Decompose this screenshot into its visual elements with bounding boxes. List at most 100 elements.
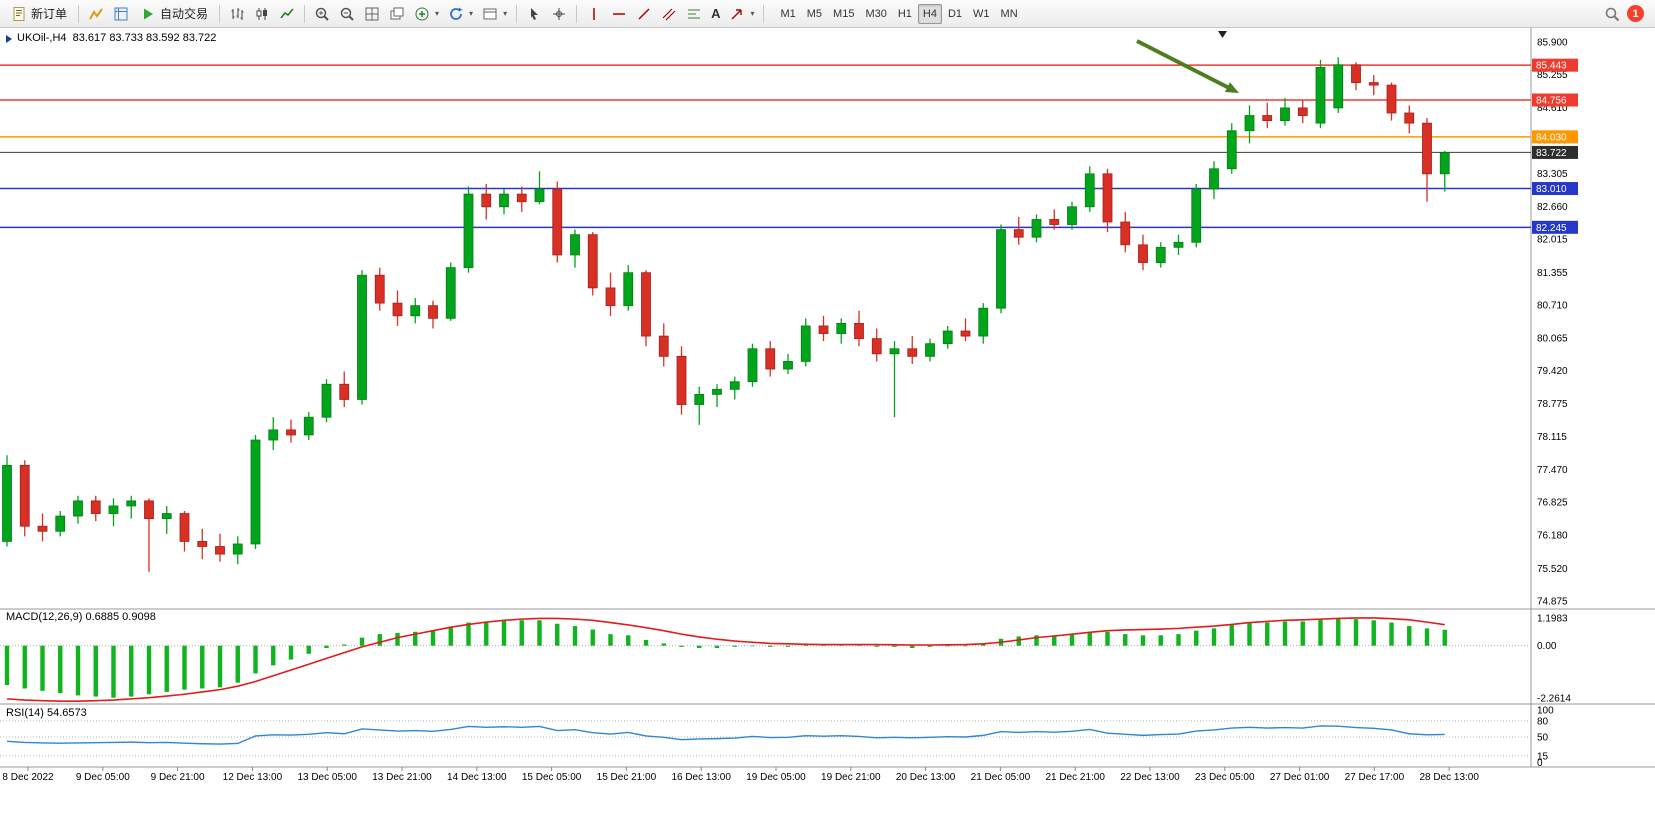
timeframe-m1[interactable]: M1 xyxy=(775,4,800,24)
zoom-out-icon xyxy=(339,6,355,22)
zoom-out-button[interactable] xyxy=(335,3,359,25)
line-chart-button[interactable] xyxy=(275,3,299,25)
svg-text:15: 15 xyxy=(1537,751,1549,762)
svg-text:23 Dec 05:00: 23 Dec 05:00 xyxy=(1195,772,1255,783)
timeframe-h1[interactable]: H1 xyxy=(893,4,917,24)
svg-text:100: 100 xyxy=(1537,706,1554,717)
toolbar-divider xyxy=(78,4,80,23)
svg-text:74.875: 74.875 xyxy=(1537,597,1568,608)
svg-text:19 Dec 21:00: 19 Dec 21:00 xyxy=(821,772,881,783)
toolbar-divider xyxy=(219,4,221,23)
fibo-tool-button[interactable] xyxy=(682,3,706,25)
svg-text:28 Dec 13:00: 28 Dec 13:00 xyxy=(1419,772,1479,783)
arrow-tool-button[interactable]: ▾ xyxy=(725,3,758,25)
notification-badge[interactable]: 1 xyxy=(1627,5,1644,22)
chevron-down-icon: ▾ xyxy=(503,9,508,18)
object-anchor-marker xyxy=(1218,31,1227,38)
cascade-windows-icon xyxy=(389,6,405,22)
vline-icon xyxy=(586,6,602,22)
macd-header: MACD(12,26,9) 0.6885 0.9098 xyxy=(6,611,156,623)
timeframe-h4[interactable]: H4 xyxy=(917,3,942,24)
chevron-down-icon: ▾ xyxy=(435,9,440,18)
chart-collapse-icon[interactable] xyxy=(6,35,12,43)
chevron-down-icon: ▾ xyxy=(750,9,755,18)
navigator-button[interactable] xyxy=(109,3,133,25)
svg-text:80: 80 xyxy=(1537,716,1549,727)
chart-area[interactable]: 85.90085.25584.61083.96583.30582.66082.0… xyxy=(0,28,1655,829)
zoom-in-icon xyxy=(314,6,330,22)
arrow-tool-icon xyxy=(729,6,745,22)
refresh-cycle-button[interactable]: ▾ xyxy=(444,3,477,25)
indicators-icon xyxy=(414,6,430,22)
svg-text:15 Dec 05:00: 15 Dec 05:00 xyxy=(522,772,582,783)
new-order-label: 新订单 xyxy=(31,7,68,21)
bar-chart-button[interactable] xyxy=(225,3,249,25)
timeframe-w1[interactable]: W1 xyxy=(968,4,995,24)
templates-icon xyxy=(482,6,498,22)
timeframe-m30[interactable]: M30 xyxy=(860,4,891,24)
text-tool-button[interactable]: A xyxy=(707,3,724,25)
trendline-tool-button[interactable] xyxy=(632,3,656,25)
channel-tool-button[interactable] xyxy=(657,3,681,25)
chevron-down-icon: ▾ xyxy=(469,9,474,18)
svg-text:15 Dec 21:00: 15 Dec 21:00 xyxy=(597,772,657,783)
svg-text:83.722: 83.722 xyxy=(1536,148,1567,159)
vline-tool-button[interactable] xyxy=(582,3,606,25)
chart-canvas[interactable]: 85.90085.25584.61083.96583.30582.66082.0… xyxy=(0,28,1655,829)
new-order-button[interactable]: 新订单 xyxy=(5,3,73,25)
svg-text:85.900: 85.900 xyxy=(1537,38,1568,49)
svg-text:84.030: 84.030 xyxy=(1536,132,1567,143)
cursor-icon xyxy=(526,6,542,22)
panel-separators xyxy=(0,28,1655,768)
svg-text:14 Dec 13:00: 14 Dec 13:00 xyxy=(447,772,507,783)
price-badges: 85.443 84.756 84.030 83.722 83.010 82.245 xyxy=(1532,58,1578,234)
market-watch-button[interactable] xyxy=(84,3,108,25)
candle-chart-button[interactable] xyxy=(250,3,274,25)
indicators-button[interactable]: ▾ xyxy=(410,3,443,25)
svg-text:83.010: 83.010 xyxy=(1536,184,1567,195)
line-chart-icon xyxy=(279,6,295,22)
candle-chart-icon xyxy=(254,6,270,22)
svg-text:13 Dec 05:00: 13 Dec 05:00 xyxy=(297,772,357,783)
hline-tool-button[interactable] xyxy=(607,3,631,25)
svg-text:82.660: 82.660 xyxy=(1537,202,1568,213)
rsi-header: RSI(14) 54.6573 xyxy=(6,707,87,719)
cursor-button[interactable] xyxy=(522,3,546,25)
chart-symbol-ohlc-header: UKOil-,H4 83.617 83.733 83.592 83.722 xyxy=(17,32,217,44)
svg-text:75.520: 75.520 xyxy=(1537,564,1568,575)
svg-text:76.825: 76.825 xyxy=(1537,498,1568,509)
candlestick-series xyxy=(2,57,1450,572)
toolbar-divider xyxy=(576,4,578,23)
timeframe-d1[interactable]: D1 xyxy=(943,4,967,24)
new-order-icon xyxy=(11,6,27,22)
trend-arrow-annotation[interactable] xyxy=(1136,31,1239,93)
svg-text:8 Dec 2022: 8 Dec 2022 xyxy=(2,772,54,783)
svg-text:0: 0 xyxy=(1537,758,1543,769)
svg-text:78.775: 78.775 xyxy=(1537,399,1568,410)
horizontal-level-lines[interactable] xyxy=(0,64,1531,229)
svg-text:83.305: 83.305 xyxy=(1537,169,1568,180)
market-watch-icon xyxy=(88,6,104,22)
crosshair-button[interactable] xyxy=(547,3,571,25)
svg-text:82.015: 82.015 xyxy=(1537,234,1568,245)
auto-trading-button[interactable]: 自动交易 xyxy=(134,3,214,25)
svg-text:20 Dec 13:00: 20 Dec 13:00 xyxy=(896,772,956,783)
search-button[interactable] xyxy=(1600,3,1624,25)
tile-windows-icon xyxy=(364,6,380,22)
timeframe-m5[interactable]: M5 xyxy=(802,4,827,24)
svg-text:50: 50 xyxy=(1537,733,1549,744)
svg-text:21 Dec 05:00: 21 Dec 05:00 xyxy=(971,772,1031,783)
timeframe-group: M1 M5 M15 M30 H1 H4 D1 W1 MN xyxy=(775,3,1023,24)
zoom-in-button[interactable] xyxy=(310,3,334,25)
navigator-icon xyxy=(113,6,129,22)
svg-text:85.255: 85.255 xyxy=(1537,70,1568,81)
cascade-windows-button[interactable] xyxy=(385,3,409,25)
svg-text:19 Dec 05:00: 19 Dec 05:00 xyxy=(746,772,806,783)
tile-windows-button[interactable] xyxy=(360,3,384,25)
svg-text:22 Dec 13:00: 22 Dec 13:00 xyxy=(1120,772,1180,783)
templates-button[interactable]: ▾ xyxy=(478,3,511,25)
timeframe-mn[interactable]: MN xyxy=(996,4,1023,24)
svg-text:82.245: 82.245 xyxy=(1536,223,1567,234)
timeframe-m15[interactable]: M15 xyxy=(828,4,859,24)
svg-text:1.1983: 1.1983 xyxy=(1537,614,1568,625)
